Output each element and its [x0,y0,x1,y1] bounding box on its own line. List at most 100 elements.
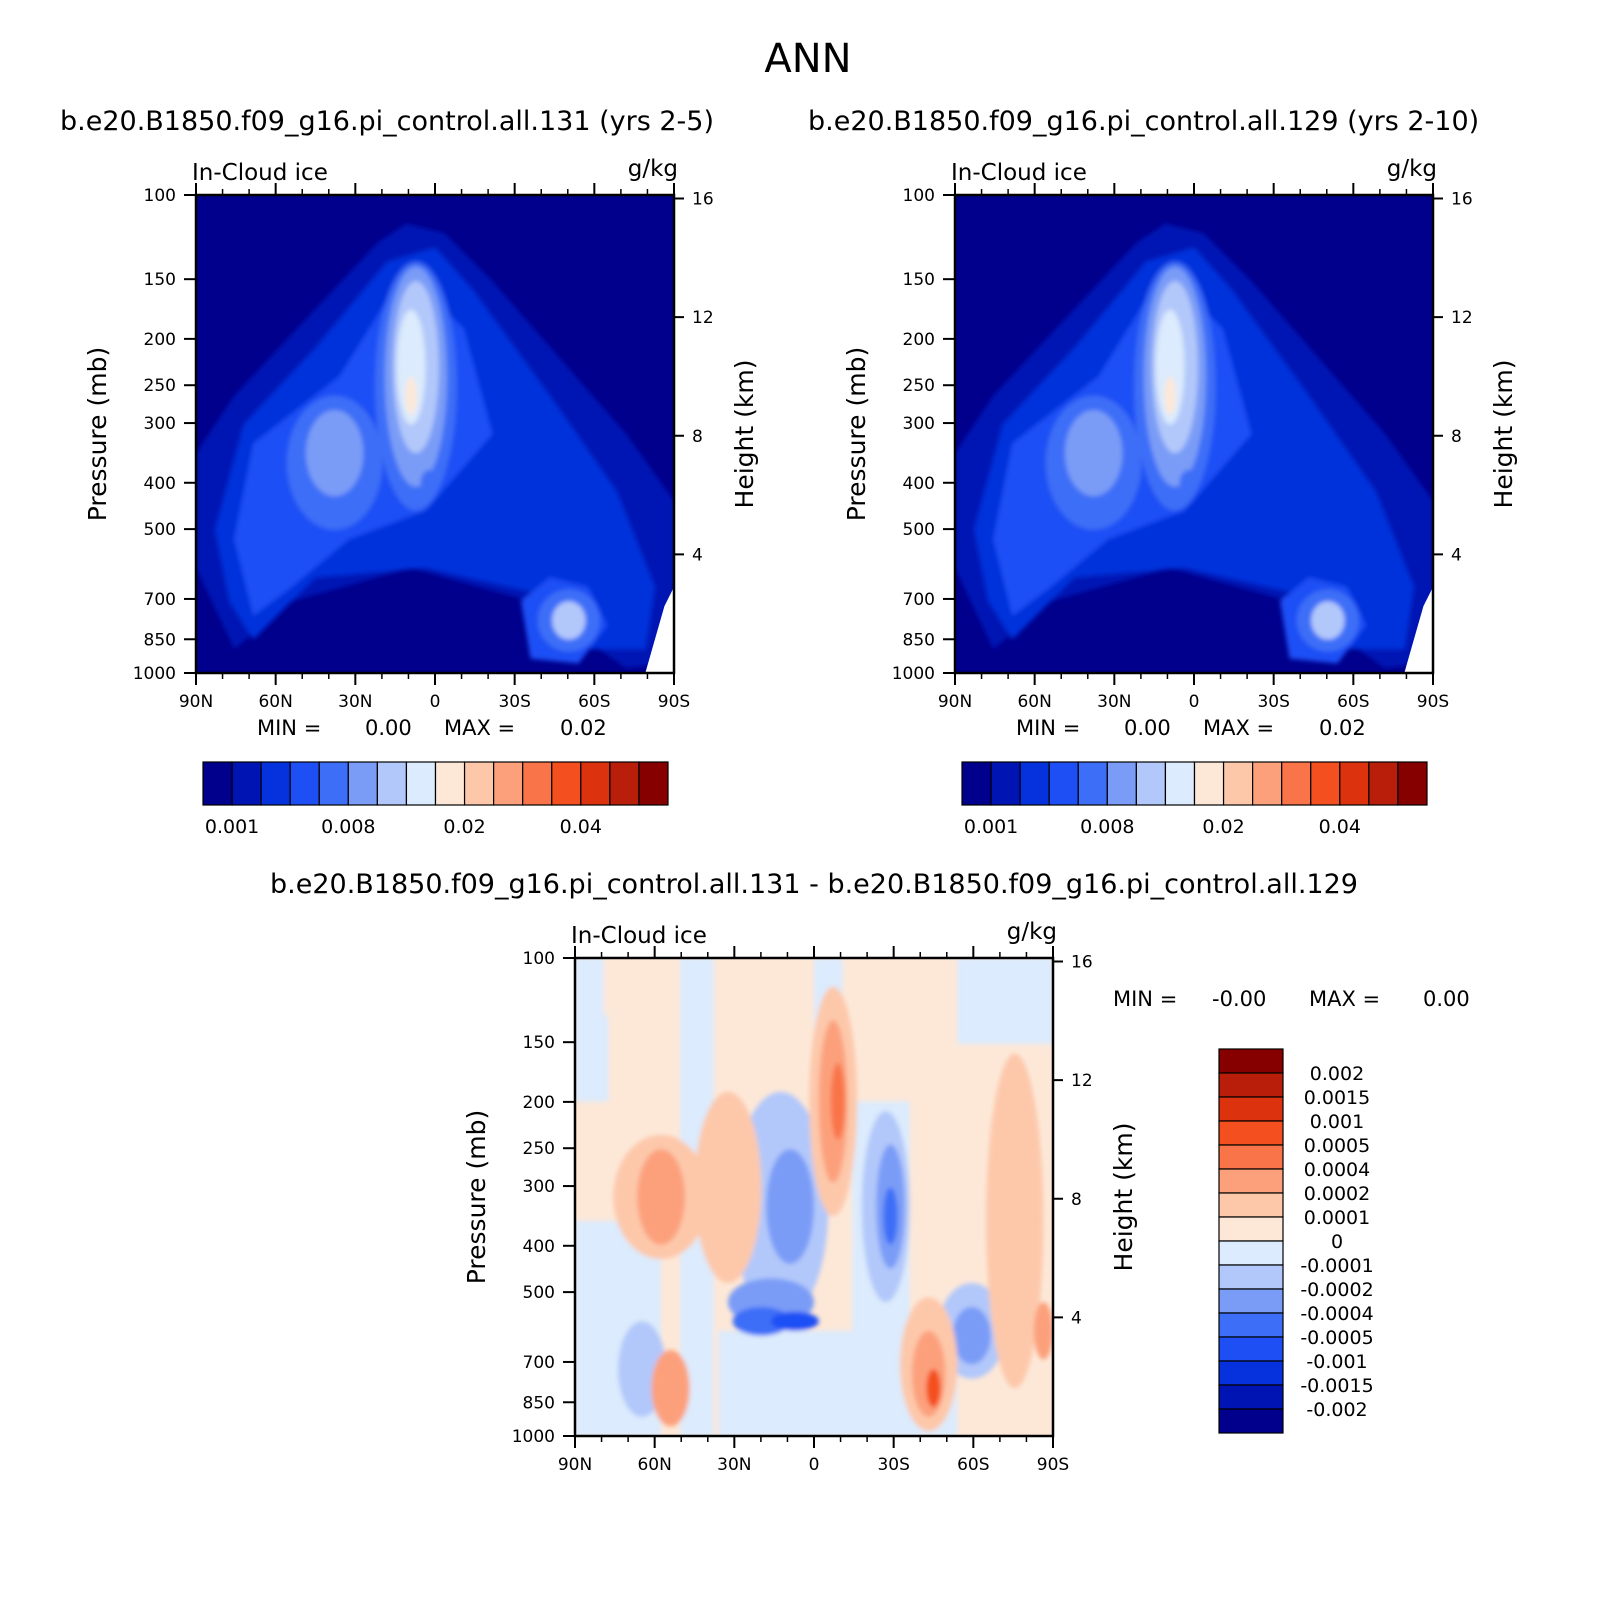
colorbar: 0.001 0.008 0.02 0.04 [202,761,669,838]
units-label: g/kg [1387,156,1437,182]
max-label: MAX = [1203,716,1274,740]
missing-data [1404,586,1433,673]
colorbar-swatch [1218,1216,1284,1242]
colorbar-swatch [580,761,611,806]
max-value: 0.02 [560,716,607,740]
colorbar-label: 0.02 [443,816,485,838]
y-axis-label: Pressure (mb) [462,1110,491,1284]
y-tick-label: 300 [523,1177,555,1197]
x-tick-label: 90S [658,692,690,712]
y2-tick-label: 4 [1451,545,1462,565]
y-tick-label: 150 [903,270,935,290]
y-tick-label: 400 [523,1237,555,1257]
colorbar-label: 0.002 [1310,1063,1364,1085]
colorbar-swatch [1218,1288,1284,1314]
units-label: g/kg [628,156,678,182]
contour-region [770,1311,819,1331]
x-tick-label: 90N [558,1455,592,1475]
colorbar-swatch [1281,761,1312,806]
colorbar-swatch [1135,761,1167,806]
colorbar-swatch [1218,1384,1284,1410]
y2-tick-label: 12 [1071,1071,1093,1091]
contour-region [694,1091,762,1284]
contour-region [926,1369,941,1408]
contour-field-difference [575,958,1053,1436]
panel-2-title: b.e20.B1850.f09_g16.pi_control.all.131 -… [270,869,1358,900]
contour-field-131 [196,195,674,673]
y-tick-label: 300 [903,414,935,434]
colorbar-label: -0.0015 [1300,1375,1373,1397]
colorbar-swatch [609,761,640,806]
colorbar-label: -0.002 [1306,1399,1367,1421]
contour-region [575,958,609,1102]
x-tick-label: 60S [578,692,610,712]
missing-data [645,586,674,673]
y-tick-label: 250 [903,376,935,396]
colorbar-swatch [1106,761,1137,806]
y2-tick-label: 8 [692,427,703,447]
y-tick-label: 1000 [512,1427,555,1447]
colorbar-label: 0.001 [964,816,1018,838]
y-tick-label: 250 [144,376,176,396]
y2-tick-label: 12 [1451,308,1473,328]
min-value: 0.00 [1124,716,1171,740]
colorbar-swatch [990,761,1021,806]
colorbar-label: 0.0005 [1304,1135,1370,1157]
panel-0-title: b.e20.B1850.f09_g16.pi_control.all.131 (… [60,106,714,137]
colorbar-swatch [347,761,378,806]
y-tick-label: 400 [144,474,176,494]
x-tick-label: 0 [809,1455,820,1475]
y-tick-label: 100 [903,186,935,206]
colorbar-swatch [1218,1072,1284,1098]
colorbar-swatch [434,761,466,806]
colorbar-label: 0.04 [560,816,602,838]
colorbar-swatch [1368,761,1399,806]
colorbar-swatch [493,761,524,806]
colorbar-swatch [202,761,233,806]
x-tick-label: 90S [1037,1455,1069,1475]
colorbar-swatch [1222,761,1254,806]
y2-tick-label: 12 [692,308,714,328]
colorbar-label: 0.0004 [1304,1159,1370,1181]
y-tick-label: 500 [903,520,935,540]
colorbar-swatch [1218,1408,1284,1434]
contour-region [957,958,1053,1045]
colorbar-swatch [1218,1096,1284,1122]
y2-tick-label: 4 [1071,1308,1082,1328]
units-label: g/kg [1007,919,1057,945]
panel-abs-129: 90N 60N 30N 0 30S 60S 90S 100 150 200 250 300 400 500… [842,156,1518,838]
colorbar-label: 0.008 [1080,816,1134,838]
colorbar-label: 0.001 [205,816,259,838]
colorbar-swatch [1218,1312,1284,1338]
max-value: 0.00 [1423,987,1470,1011]
contour-region [986,1053,1044,1389]
colorbar-swatch [1339,761,1370,806]
panel-1-title: b.e20.B1850.f09_g16.pi_control.all.129 (… [808,106,1479,137]
y-tick-label: 200 [903,330,935,350]
max-value: 0.02 [1319,716,1366,740]
y2-axis-label: Height (km) [1109,1123,1138,1272]
x-tick-label: 60S [957,1455,989,1475]
y2-axis-label: Height (km) [1489,360,1518,509]
max-label: MAX = [444,716,515,740]
colorbar-swatch [1077,761,1108,806]
y-tick-label: 1000 [133,664,176,684]
y-tick-label: 150 [144,270,176,290]
contour-region [1179,469,1199,494]
colorbar-swatch [1218,1120,1284,1146]
colorbar-swatch [1218,1264,1284,1290]
y-tick-label: 200 [144,330,176,350]
colorbar-swatch [1193,761,1225,806]
contour-region [552,601,586,640]
x-tick-label: 60S [1337,692,1369,712]
colorbar-swatch [405,761,437,806]
colorbar-swatch [1397,761,1428,806]
colorbar-swatch [1218,1240,1284,1266]
colorbar-label: 0 [1331,1231,1343,1253]
y2-tick-label: 8 [1451,427,1462,447]
y-tick-label: 700 [523,1353,555,1373]
y-tick-label: 200 [523,1093,555,1113]
colorbar-swatch [260,761,291,806]
y-tick-label: 250 [523,1139,555,1159]
colorbar-label: 0.0002 [1304,1183,1370,1205]
